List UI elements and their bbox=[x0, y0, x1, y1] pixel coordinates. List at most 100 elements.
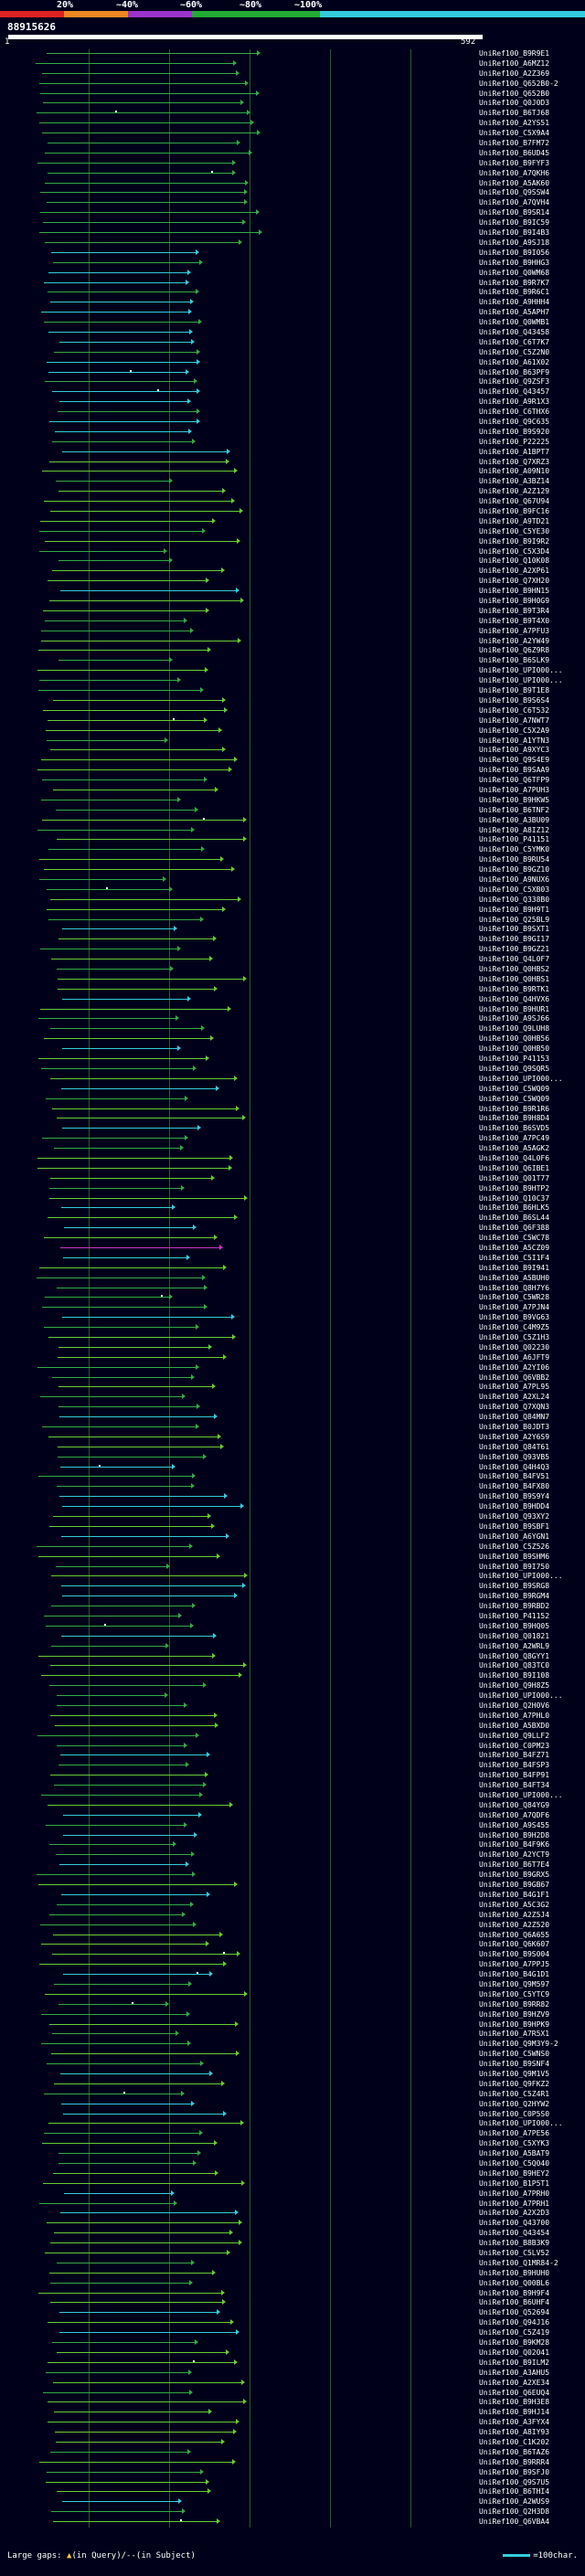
hit-row[interactable]: UniRef100_A5BXD0 bbox=[0, 1722, 585, 1730]
hit-label[interactable]: UniRef100_A5BXD0 bbox=[479, 1721, 550, 1730]
hit-row[interactable]: UniRef100_Q1MR84-2 bbox=[0, 2259, 585, 2267]
hit-alignment-bar[interactable] bbox=[49, 418, 201, 424]
hit-alignment-bar[interactable] bbox=[49, 1075, 239, 1081]
hit-row[interactable]: UniRef100_Q43700 bbox=[0, 2219, 585, 2227]
hit-row[interactable]: UniRef100_B4FX80 bbox=[0, 1482, 585, 1490]
hit-label[interactable]: UniRef100_C0P5S0 bbox=[479, 2109, 550, 2118]
hit-row[interactable]: UniRef100_A7PJN4 bbox=[0, 1303, 585, 1311]
hit-alignment-bar[interactable] bbox=[47, 885, 174, 892]
hit-label[interactable]: UniRef100_B9H9T1 bbox=[479, 905, 550, 914]
hit-label[interactable]: UniRef100_C5Z419 bbox=[479, 2328, 550, 2337]
hit-row[interactable]: UniRef100_Q338B0 bbox=[0, 896, 585, 904]
hit-label[interactable]: UniRef100_B4G1F1 bbox=[479, 1890, 550, 1899]
hit-row[interactable]: UniRef100_Q43454 bbox=[0, 2229, 585, 2237]
hit-row[interactable]: UniRef100_A2YS51 bbox=[0, 119, 585, 127]
hit-label[interactable]: UniRef100_Q43454 bbox=[479, 2229, 550, 2238]
hit-alignment-bar[interactable] bbox=[49, 1174, 216, 1181]
hit-row[interactable]: UniRef100_A9SJ18 bbox=[0, 239, 585, 247]
hit-alignment-bar[interactable] bbox=[50, 1573, 248, 1579]
hit-alignment-bar[interactable] bbox=[61, 1503, 244, 1510]
hit-row[interactable]: UniRef100_B6SLK9 bbox=[0, 656, 585, 664]
hit-alignment-bar[interactable] bbox=[46, 1095, 189, 1101]
hit-alignment-bar[interactable] bbox=[61, 1204, 176, 1211]
hit-row[interactable]: UniRef100_Q0WM68 bbox=[0, 269, 585, 277]
hit-label[interactable]: UniRef100_B9SHM6 bbox=[479, 1552, 550, 1561]
hit-label[interactable]: UniRef100_Q0HB50 bbox=[479, 1044, 550, 1054]
hit-alignment-bar[interactable] bbox=[60, 1583, 246, 1589]
hit-alignment-bar[interactable] bbox=[47, 2061, 205, 2067]
hit-alignment-bar[interactable] bbox=[61, 1632, 218, 1638]
hit-label[interactable]: UniRef100_C0PM23 bbox=[479, 1741, 550, 1750]
hit-row[interactable]: UniRef100_B9IC59 bbox=[0, 218, 585, 227]
hit-alignment-bar[interactable] bbox=[58, 1453, 207, 1459]
hit-row[interactable]: UniRef100_Q84MN7 bbox=[0, 1413, 585, 1421]
hit-alignment-bar[interactable] bbox=[50, 1662, 247, 1669]
hit-row[interactable]: UniRef100_Q9LLF2 bbox=[0, 1732, 585, 1740]
hit-alignment-bar[interactable] bbox=[63, 1254, 191, 1260]
hit-row[interactable]: UniRef100_A2XL24 bbox=[0, 1393, 585, 1401]
hit-row[interactable]: UniRef100_B9SHM6 bbox=[0, 1553, 585, 1561]
hit-row[interactable]: UniRef100_Q2H3D8 bbox=[0, 2507, 585, 2516]
hit-row[interactable]: UniRef100_A9S455 bbox=[0, 1821, 585, 1829]
hit-label[interactable]: UniRef100_A1YTN3 bbox=[479, 736, 550, 745]
hit-alignment-bar[interactable] bbox=[56, 1742, 187, 1748]
hit-row[interactable]: UniRef100_B9GRX5 bbox=[0, 1871, 585, 1879]
hit-alignment-bar[interactable] bbox=[40, 90, 260, 96]
hit-label[interactable]: UniRef100_Q6VBB2 bbox=[479, 1373, 550, 1382]
hit-alignment-bar[interactable] bbox=[54, 1782, 207, 1788]
hit-row[interactable]: UniRef100_A9TD21 bbox=[0, 517, 585, 525]
hit-label[interactable]: UniRef100_B9GRX5 bbox=[479, 1871, 550, 1880]
hit-label[interactable]: UniRef100_B4FSP3 bbox=[479, 1761, 550, 1770]
hit-row[interactable]: UniRef100_Q4H4Q3 bbox=[0, 1463, 585, 1471]
hit-alignment-bar[interactable] bbox=[37, 1542, 193, 1549]
hit-label[interactable]: UniRef100_B9RR82 bbox=[479, 1999, 550, 2009]
hit-alignment-bar[interactable] bbox=[38, 1882, 239, 1888]
hit-alignment-bar[interactable] bbox=[58, 657, 173, 663]
hit-label[interactable]: UniRef100_Q7XRZ3 bbox=[479, 457, 550, 466]
hit-row[interactable]: UniRef100_B4FT34 bbox=[0, 1781, 585, 1789]
hit-label[interactable]: UniRef100_A5AGK2 bbox=[479, 1144, 550, 1153]
hit-alignment-bar[interactable] bbox=[61, 1045, 181, 1052]
hit-label[interactable]: UniRef100_Q9H8Z5 bbox=[479, 1681, 550, 1691]
hit-label[interactable]: UniRef100_Q83TC0 bbox=[479, 1661, 550, 1670]
hit-label[interactable]: UniRef100_B9FYF3 bbox=[479, 158, 550, 167]
hit-alignment-bar[interactable] bbox=[52, 1373, 195, 1380]
hit-alignment-bar[interactable] bbox=[37, 110, 251, 116]
hit-label[interactable]: UniRef100_A2WRL9 bbox=[479, 1641, 550, 1650]
hit-alignment-bar[interactable] bbox=[50, 1712, 218, 1718]
hit-row[interactable]: UniRef100_Q6EUQ4 bbox=[0, 2389, 585, 2397]
hit-alignment-bar[interactable] bbox=[35, 59, 238, 66]
hit-row[interactable]: UniRef100_Q9SSW4 bbox=[0, 188, 585, 196]
hit-row[interactable]: UniRef100_Q2HYW2 bbox=[0, 2100, 585, 2108]
hit-row[interactable]: UniRef100_Q93VB5 bbox=[0, 1453, 585, 1461]
hit-row[interactable]: UniRef100_Q8H7Y6 bbox=[0, 1284, 585, 1292]
hit-label[interactable]: UniRef100_C5I1F4 bbox=[479, 1253, 550, 1262]
hit-label[interactable]: UniRef100_B1P5T1 bbox=[479, 2178, 550, 2188]
hit-row[interactable]: UniRef100_B9GZ10 bbox=[0, 865, 585, 874]
hit-alignment-bar[interactable] bbox=[62, 2498, 182, 2505]
hit-label[interactable]: UniRef100_A5APH7 bbox=[479, 308, 550, 317]
hit-row[interactable]: UniRef100_A7PRH1 bbox=[0, 2200, 585, 2208]
hit-label[interactable]: UniRef100_C5WR28 bbox=[479, 1293, 550, 1302]
hit-label[interactable]: UniRef100_Q0HB56 bbox=[479, 1034, 550, 1044]
hit-alignment-bar[interactable] bbox=[38, 1961, 227, 1967]
hit-row[interactable]: UniRef100_B9R1R6 bbox=[0, 1105, 585, 1113]
hit-label[interactable]: UniRef100_Q6TFP9 bbox=[479, 776, 550, 785]
hit-row[interactable]: UniRef100_B9H0G9 bbox=[0, 597, 585, 605]
hit-row[interactable]: UniRef100_C0P5S0 bbox=[0, 2110, 585, 2118]
hit-label[interactable]: UniRef100_B9H8D4 bbox=[479, 1114, 550, 1123]
hit-row[interactable]: UniRef100_Q01T77 bbox=[0, 1174, 585, 1182]
hit-row[interactable]: UniRef100_A1BPT7 bbox=[0, 448, 585, 456]
hit-alignment-bar[interactable] bbox=[51, 388, 201, 395]
hit-alignment-bar[interactable] bbox=[58, 975, 247, 981]
hit-row[interactable]: UniRef100_C5WC78 bbox=[0, 1234, 585, 1242]
hit-alignment-bar[interactable] bbox=[63, 1811, 202, 1818]
hit-label[interactable]: UniRef100_B9VG63 bbox=[479, 1313, 550, 1322]
hit-alignment-bar[interactable] bbox=[55, 806, 198, 812]
hit-alignment-bar[interactable] bbox=[45, 149, 253, 155]
hit-alignment-bar[interactable] bbox=[55, 428, 192, 434]
hit-row[interactable]: UniRef100_A9R1X3 bbox=[0, 398, 585, 406]
hit-row[interactable]: UniRef100_Q7XH20 bbox=[0, 577, 585, 585]
hit-label[interactable]: UniRef100_Q4L0F7 bbox=[479, 955, 550, 964]
hit-label[interactable]: UniRef100_A7PC49 bbox=[479, 1134, 550, 1143]
